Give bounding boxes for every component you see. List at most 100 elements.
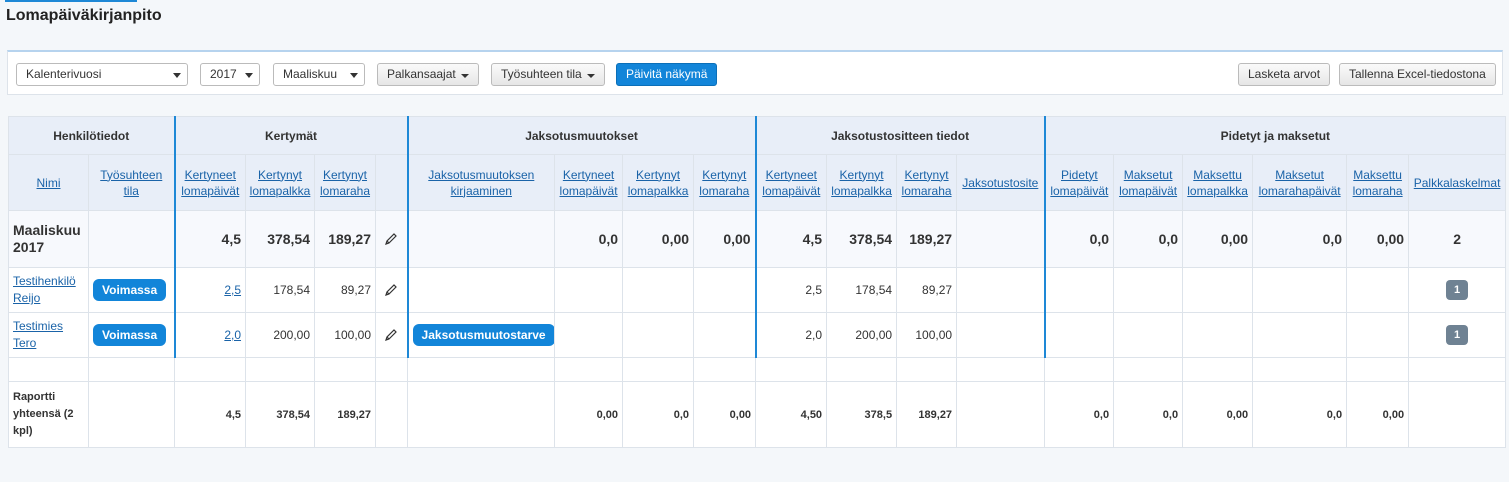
cell: 0,00 [1346,210,1410,268]
sort-link[interactable]: Kertyneet lomapäivät [181,167,240,198]
cell: 4,50 [755,381,828,448]
cell: 378,54 [245,381,316,448]
sort-link[interactable]: Pidetyt lomapäivät [1050,167,1109,198]
column-header: Kertyneet lomapäivät [554,154,624,211]
cell-text: 0,00 [1226,408,1249,421]
payslip-badge[interactable]: 1 [1446,325,1469,345]
sort-link[interactable]: Kertynyt lomapalkka [627,167,689,198]
top-accent [5,0,137,2]
action-button[interactable]: Lasketa arvot [1238,63,1331,86]
cell-text: 0,0 [598,231,619,247]
cell: 89,27 [314,267,377,313]
cell [956,210,1046,268]
cell: 189,27 [314,210,377,268]
days-link[interactable]: 2,0 [224,328,242,342]
cell: 0,0 [1044,381,1115,448]
cell-text: Raportti yhteensä (2 kpl) [13,391,74,437]
column-header: Jaksotustosite [956,154,1046,211]
sort-link[interactable]: Työsuhteen tila [100,167,163,198]
cell [1252,267,1348,313]
employee-row: Testimies Tero Voimassa 2,0 200,00 100,00 Jak… [8,312,1507,358]
sort-link[interactable]: Kertynyt lomaraha [320,167,371,198]
sort-link[interactable]: Kertynyt lomapalkka [249,167,311,198]
cell: 0,0 [1113,210,1184,268]
filter-button[interactable]: Työsuhteen tila [491,63,605,86]
action-button[interactable]: Tallenna Excel-tiedostona [1339,63,1496,86]
column-header: Kertynyt lomapalkka [826,154,898,211]
sort-link[interactable]: Kertynyt lomaraha [901,167,952,198]
cell [407,267,556,313]
sort-link[interactable]: Maksettu lomapalkka [1187,167,1248,198]
column-header-row: Nimi Työsuhteen tila Kertyneet lomapäivät K… [8,154,1507,211]
cell [554,267,624,313]
cell: 2,0 [174,312,247,358]
days-link[interactable]: 2,5 [224,283,242,297]
summary-row: Maaliskuu 2017 4,5 378,54 189,27 0,0 0,00 0,00… [8,210,1507,268]
cell-text: 0,0 [1322,231,1343,247]
month-select[interactable]: Maaliskuu [273,63,365,86]
cell: 0,0 [1113,381,1184,448]
cell: 0,0 [1252,381,1348,448]
sort-link[interactable]: Maksetut lomarahapäivät [1258,167,1341,198]
cell-text: 100,00 [334,328,372,342]
sort-link[interactable]: Kertyneet lomapäivät [559,167,618,198]
page-title: Lomapäiväkirjanpito [6,7,162,24]
cell: 89,27 [896,267,958,313]
sort-link[interactable]: Maksettu lomaraha [1352,167,1403,198]
cell-text: 0,0 [1089,231,1110,247]
sort-link[interactable]: Kertyneet lomapäivät [762,167,821,198]
cell [1044,312,1115,358]
period-select[interactable]: Kalenterivuosi [16,63,188,86]
edit-icon[interactable] [380,328,403,342]
cell-text: 178,54 [273,283,311,297]
empty-cell [826,357,898,382]
sort-link[interactable]: Nimi [36,175,61,190]
cell: 2,0 [755,312,828,358]
year-select[interactable]: 2017 [200,63,260,86]
employee-link[interactable]: Testimies Tero [13,319,64,350]
empty-cell [1252,357,1348,382]
sort-link[interactable]: Jaksotustosite [962,175,1039,190]
edit-icon[interactable] [380,232,403,246]
status-badge[interactable]: Jaksotusmuutostarve [412,324,554,346]
cell [956,381,1046,448]
group-header: Jaksotusmuutokset [407,116,757,155]
sort-link[interactable]: Jaksotusmuutoksen kirjaaminen [428,167,535,198]
cell: 4,5 [174,381,247,448]
cell: Jaksotusmuutostarve [407,312,556,358]
edit-icon[interactable] [380,283,403,297]
cell [87,210,176,268]
cell: Testihenkilö Reijo [8,267,89,313]
cell: 0,00 [622,210,695,268]
sort-link[interactable]: Kertynyt lomapalkka [831,167,892,198]
empty-cell [1346,357,1410,382]
cell: 4,5 [174,210,247,268]
employee-link[interactable]: Testihenkilö Reijo [13,274,76,305]
cell [554,312,624,358]
cell: 2,5 [174,267,247,313]
cell-text: 0,0 [1326,408,1343,421]
cell [693,312,757,358]
cell [407,381,556,448]
group-header: Henkilötiedot [7,116,176,155]
payslip-badge[interactable]: 1 [1446,280,1469,300]
sort-link[interactable]: Maksetut lomapäivät [1119,167,1178,198]
cell: Voimassa [87,267,176,313]
group-header: Jaksotustositteen tiedot [755,116,1046,155]
cell [1182,267,1254,313]
filter-button[interactable]: Palkansaajat [377,63,479,86]
sort-link[interactable]: Kertynyt lomaraha [699,167,750,198]
column-header: Maksettu lomaraha [1346,154,1410,211]
cell-text: 4,5 [221,231,242,247]
cell-text: Maaliskuu 2017 [13,222,81,255]
cell-text: 200,00 [855,328,893,342]
employee-row: Testihenkilö Reijo Voimassa 2,5 178,54 89,27… [8,267,1507,313]
cell: 178,54 [245,267,316,313]
cell: 0,00 [693,381,757,448]
cell: 189,27 [896,210,958,268]
cell [87,381,176,448]
column-header: Pidetyt lomapäivät [1044,154,1115,211]
refresh-button[interactable]: Päivitä näkymä [616,63,718,86]
sort-link[interactable]: Palkkalaskelmat [1413,175,1501,190]
